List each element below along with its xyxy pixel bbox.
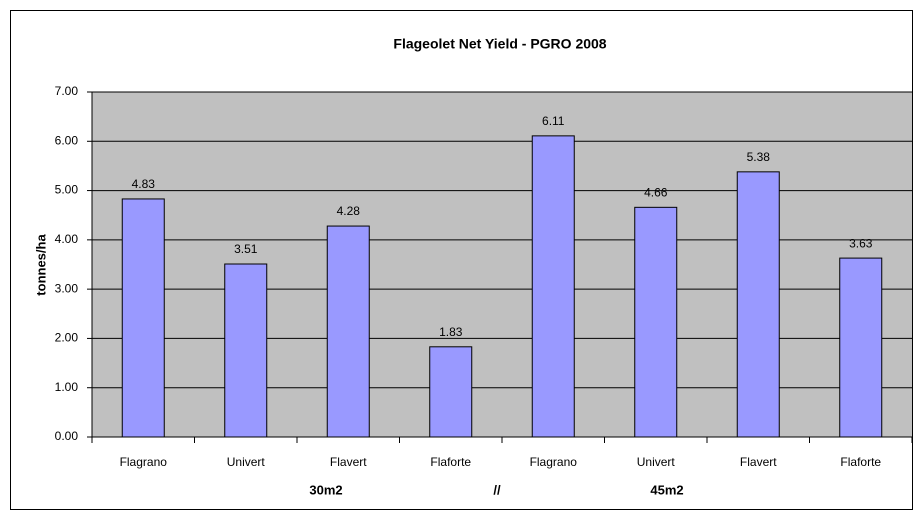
x-tick-label: Flavert xyxy=(740,455,777,469)
y-tick-label: 3.00 xyxy=(55,281,79,295)
bar xyxy=(736,171,780,438)
y-tick-label: 5.00 xyxy=(55,183,79,197)
data-label: 4.28 xyxy=(337,204,361,218)
bar xyxy=(121,198,165,438)
bar xyxy=(531,135,575,438)
chart-title: Flageolet Net Yield - PGRO 2008 xyxy=(393,36,606,52)
data-label: 3.63 xyxy=(849,236,873,250)
x-tick-label: Flagrano xyxy=(120,455,168,469)
bar xyxy=(634,206,678,438)
x-tick-label: Univert xyxy=(637,455,676,469)
plot-area xyxy=(92,92,912,437)
group-label: // xyxy=(493,482,501,497)
bar xyxy=(429,346,473,438)
data-label: 6.11 xyxy=(542,114,565,128)
bar xyxy=(224,263,268,438)
bar xyxy=(326,225,370,438)
y-axis-label: tonnes/ha xyxy=(33,234,48,296)
y-tick-label: 1.00 xyxy=(55,380,79,394)
y-tick-label: 4.00 xyxy=(55,232,79,246)
data-label: 4.83 xyxy=(132,177,156,191)
y-tick-label: 0.00 xyxy=(55,429,79,443)
data-label: 4.66 xyxy=(644,186,668,200)
group-label: 45m2 xyxy=(650,482,683,497)
x-tick-label: Flaforte xyxy=(840,455,881,469)
bar xyxy=(839,257,883,438)
group-label: 30m2 xyxy=(309,482,342,497)
y-tick-label: 7.00 xyxy=(55,84,79,98)
x-tick-label: Flavert xyxy=(330,455,367,469)
y-tick-label: 2.00 xyxy=(55,331,79,345)
y-tick-label: 6.00 xyxy=(55,133,79,147)
x-tick-label: Flagrano xyxy=(530,455,578,469)
data-label: 5.38 xyxy=(747,150,771,164)
x-tick-label: Flaforte xyxy=(430,455,471,469)
data-label: 3.51 xyxy=(234,242,258,256)
data-label: 1.83 xyxy=(439,325,463,339)
x-tick-label: Univert xyxy=(227,455,266,469)
